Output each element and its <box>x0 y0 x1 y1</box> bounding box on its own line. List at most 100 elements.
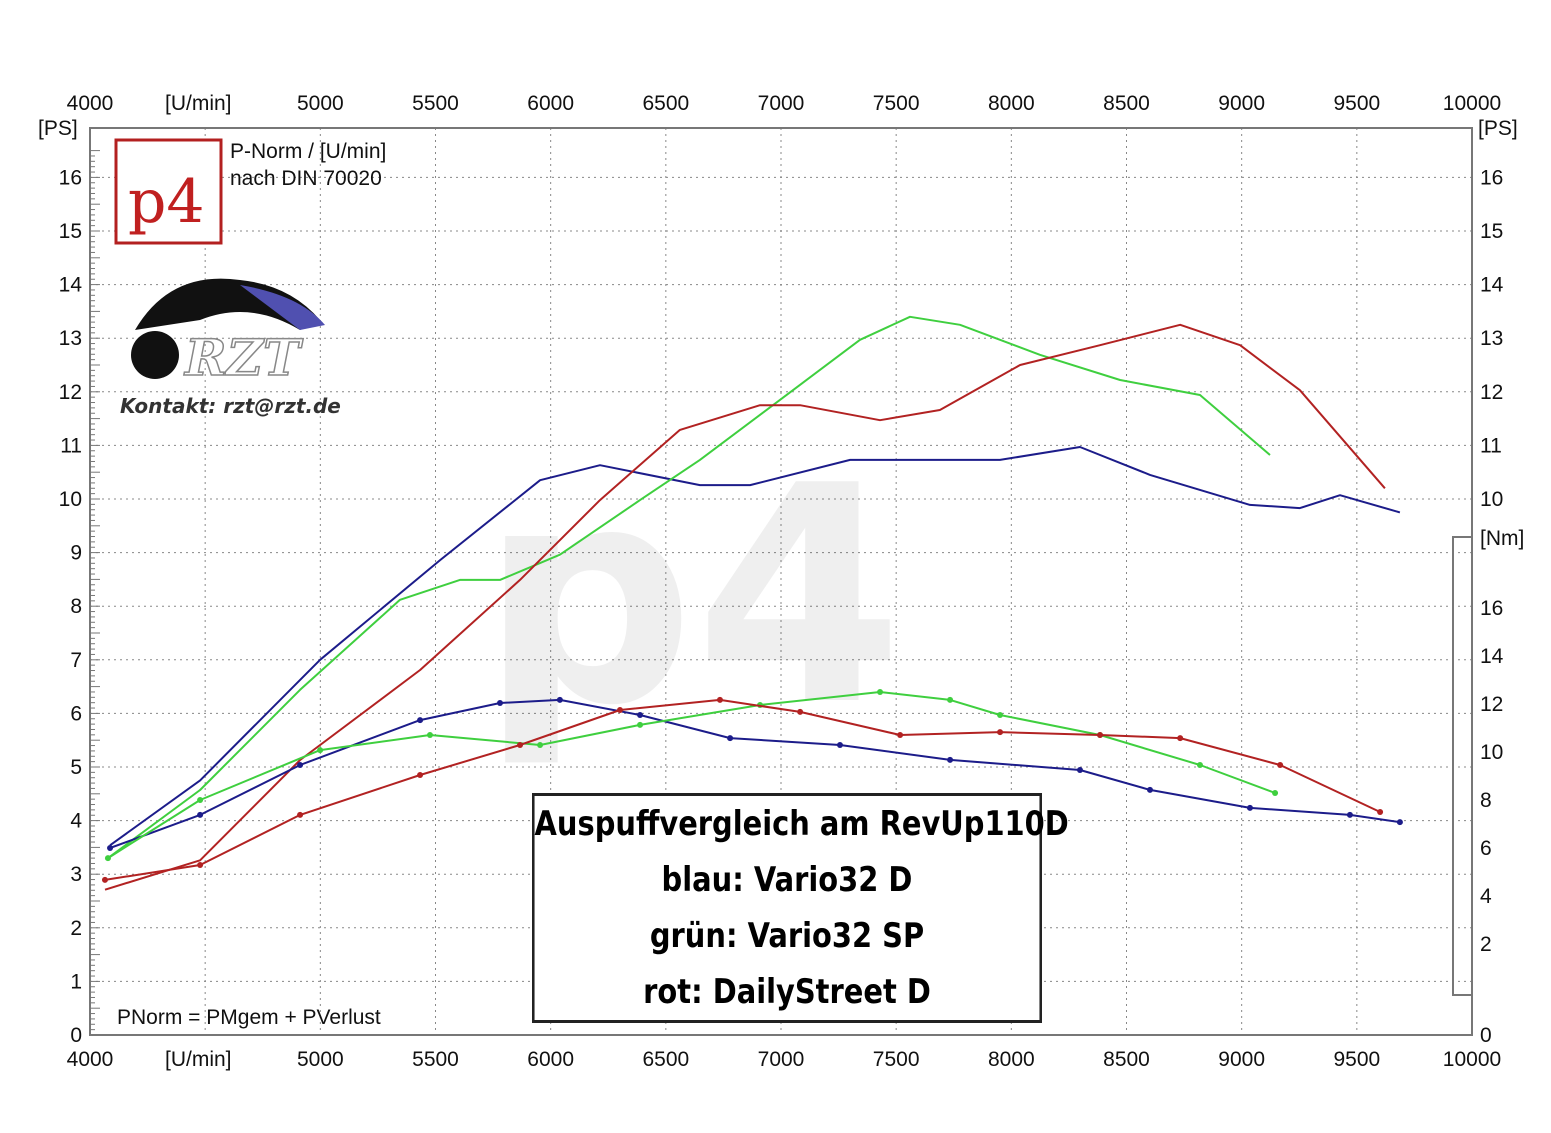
legend-red: rot: DailyStreet D <box>643 972 931 1012</box>
data-point <box>496 700 503 707</box>
y2-axis-label: [Nm] <box>1480 527 1524 550</box>
y-tick-label: 12 <box>59 381 82 404</box>
data-point <box>716 696 723 703</box>
rzt-logo-text: RZT <box>183 328 304 387</box>
data-point <box>297 761 304 768</box>
p4-logo: p4 <box>114 138 223 245</box>
data-point <box>317 747 324 754</box>
y-tick-label: 16 <box>59 166 82 189</box>
x-axis-label-bottom: [U/min] <box>165 1048 232 1071</box>
data-point <box>417 717 424 724</box>
y-tick-label: 5 <box>70 756 82 779</box>
x-tick-label-bottom: 7500 <box>873 1048 920 1071</box>
y2-tick-label: 12 <box>1480 693 1503 716</box>
y-tick-label: 7 <box>70 649 82 672</box>
legend-title: Auspuffvergleich am RevUp110D <box>534 804 1069 844</box>
y-tick-label-right: 14 <box>1480 274 1504 297</box>
data-point <box>1272 790 1279 797</box>
data-point <box>1146 786 1153 793</box>
y-tick-label-right: 11 <box>1480 434 1502 457</box>
y-tick-label: 15 <box>59 220 82 243</box>
annotation-din: nach DIN 70020 <box>230 167 382 190</box>
y-tick-label: 3 <box>70 863 82 886</box>
data-point <box>1277 761 1284 768</box>
y-tick-label: 9 <box>70 542 82 565</box>
series-line <box>109 446 1401 847</box>
data-point <box>947 756 954 763</box>
annotation-formula: PNorm = PMgem + PVerlust <box>117 1006 381 1029</box>
data-point <box>877 689 884 695</box>
legend-box: Auspuffvergleich am RevUp110D blau: Vari… <box>532 793 1069 1023</box>
data-point <box>947 696 954 703</box>
y-axis-label-right: [PS] <box>1478 117 1518 140</box>
y-tick-label: 14 <box>59 274 83 297</box>
x-tick-label-bottom: 10000 <box>1443 1048 1501 1071</box>
y-tick-label: 2 <box>70 917 82 940</box>
data-point <box>197 862 204 869</box>
svg-text:p4: p4 <box>480 422 904 771</box>
data-point <box>797 708 804 715</box>
y-tick-label: 8 <box>70 595 82 618</box>
x-tick-label-bottom: 5500 <box>412 1048 459 1071</box>
x-tick-label-top: 5500 <box>412 92 459 115</box>
x-tick-label-top: 5000 <box>297 92 344 115</box>
data-point <box>1377 809 1384 815</box>
p4-watermark: p4 <box>480 422 904 771</box>
data-point <box>616 707 623 713</box>
x-tick-label-bottom: 6000 <box>527 1048 574 1071</box>
y-tick-label-right: 15 <box>1480 220 1503 243</box>
legend-blue: blau: Vario32 D <box>661 860 913 900</box>
x-tick-label-top: 8000 <box>988 92 1035 115</box>
data-point <box>1076 767 1083 773</box>
annotation-pnorm: P-Norm / [U/min] <box>230 140 386 163</box>
x-tick-label-top: 9000 <box>1218 92 1265 115</box>
data-point <box>556 696 563 703</box>
series-line <box>104 698 1381 881</box>
data-point <box>297 811 304 818</box>
y2-tick-label: 4 <box>1480 885 1492 908</box>
x-tick-label-bottom: 7000 <box>758 1048 805 1071</box>
y-tick-label: 10 <box>59 488 82 511</box>
data-point <box>1246 804 1253 811</box>
data-point <box>1396 819 1403 826</box>
y-tick-label: 13 <box>59 327 82 350</box>
x-tick-label-top: 7500 <box>873 92 920 115</box>
y-tick-label-right: 0 <box>1480 1024 1492 1047</box>
data-point <box>1196 761 1203 768</box>
y-tick-label: 1 <box>70 970 82 993</box>
x-tick-label-top: 9500 <box>1333 92 1380 115</box>
data-point <box>104 855 111 862</box>
data-point <box>517 742 524 749</box>
x-tick-label-bottom: 8500 <box>1103 1048 1150 1071</box>
y-tick-label-right: 16 <box>1480 166 1503 189</box>
x-tick-label-bottom: 9000 <box>1218 1048 1265 1071</box>
data-point <box>836 742 843 749</box>
x-tick-label-top: 7000 <box>758 92 805 115</box>
p4-logo-text: p4 <box>128 167 205 237</box>
x-tick-label-top: 4000 <box>67 92 114 115</box>
data-point <box>727 735 734 742</box>
data-point <box>997 729 1004 736</box>
data-point <box>197 811 204 818</box>
data-point <box>1097 731 1104 738</box>
data-point <box>197 797 204 803</box>
data-point <box>107 845 114 851</box>
data-point <box>1177 735 1184 742</box>
y2-tick-label: 16 <box>1480 597 1503 620</box>
data-point <box>101 876 108 883</box>
x-tick-label-bottom: 5000 <box>297 1048 344 1071</box>
y-tick-label: 11 <box>60 434 82 457</box>
y-tick-label: 4 <box>70 810 82 833</box>
x-axis-label-top: [U/min] <box>165 92 232 115</box>
data-point <box>537 742 544 749</box>
torque-axis-frame <box>1452 536 1473 996</box>
y2-tick-label: 6 <box>1480 837 1492 860</box>
y-tick-label: 6 <box>70 702 82 725</box>
data-point <box>417 772 424 779</box>
x-tick-label-top: 6000 <box>527 92 574 115</box>
series-line <box>104 323 1386 891</box>
x-tick-label-bottom: 8000 <box>988 1048 1035 1071</box>
data-point <box>637 721 644 728</box>
